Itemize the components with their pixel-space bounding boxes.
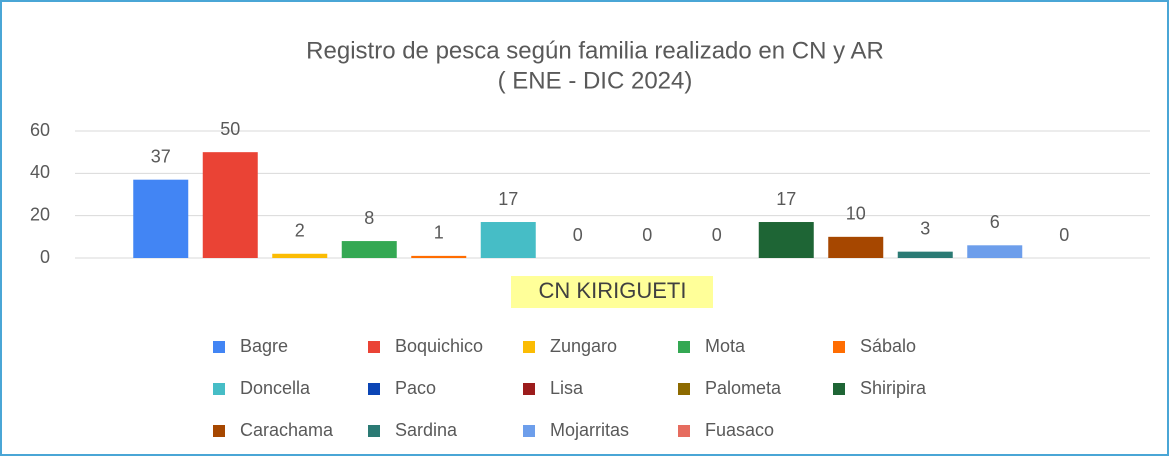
chart-title: Registro de pesca según familia realizad… (306, 37, 884, 64)
bar (133, 179, 189, 258)
data-label: 6 (990, 212, 1000, 232)
legend-marker (523, 341, 535, 353)
legend-label: Paco (395, 378, 436, 398)
legend-marker (833, 341, 845, 353)
bar (202, 152, 258, 258)
data-label: 37 (151, 146, 171, 166)
legend-label: Mojarritas (550, 420, 629, 440)
data-label: 17 (498, 189, 518, 209)
legend-label: Doncella (240, 378, 311, 398)
legend-label: Zungaro (550, 336, 617, 356)
legend-label: Lisa (550, 378, 584, 398)
y-tick-label: 0 (40, 247, 50, 267)
bar (272, 253, 328, 258)
legend-label: Shiripira (860, 378, 927, 398)
x-tick-label: CN KIRIGUETI (539, 278, 687, 303)
chart-subtitle: ( ENE - DIC 2024) (498, 67, 693, 94)
legend-marker (523, 383, 535, 395)
legend-marker (213, 383, 225, 395)
legend-marker (213, 425, 225, 437)
y-tick-label: 60 (30, 120, 50, 140)
data-label: 0 (1059, 225, 1069, 245)
bar (341, 241, 397, 258)
data-label: 2 (295, 221, 305, 241)
legend-marker (523, 425, 535, 437)
data-label: 0 (642, 225, 652, 245)
data-label: 17 (776, 189, 796, 209)
legend-marker (368, 383, 380, 395)
legend-label: Sábalo (860, 336, 916, 356)
legend-marker (833, 383, 845, 395)
bar (480, 222, 536, 258)
legend-marker (678, 383, 690, 395)
bar (758, 222, 814, 258)
legend-label: Mota (705, 336, 746, 356)
data-label: 8 (364, 208, 374, 228)
legend-label: Boquichico (395, 336, 483, 356)
data-label: 50 (220, 119, 240, 139)
y-tick-label: 20 (30, 204, 50, 224)
data-label: 10 (846, 204, 866, 224)
legend-label: Fuasaco (705, 420, 774, 440)
bar (828, 236, 884, 258)
data-label: 1 (434, 223, 444, 243)
legend-label: Bagre (240, 336, 288, 356)
data-label: 0 (712, 225, 722, 245)
legend-marker (678, 341, 690, 353)
legend-marker (213, 341, 225, 353)
legend-marker (368, 341, 380, 353)
bar (411, 255, 467, 258)
category-highlight (511, 276, 713, 308)
bar (897, 251, 953, 258)
legend-marker (368, 425, 380, 437)
y-tick-label: 40 (30, 162, 50, 182)
data-label: 0 (573, 225, 583, 245)
bar (967, 245, 1023, 258)
legend-label: Palometa (705, 378, 782, 398)
legend-marker (678, 425, 690, 437)
legend-label: Sardina (395, 420, 458, 440)
legend-label: Carachama (240, 420, 334, 440)
data-label: 3 (920, 218, 930, 238)
